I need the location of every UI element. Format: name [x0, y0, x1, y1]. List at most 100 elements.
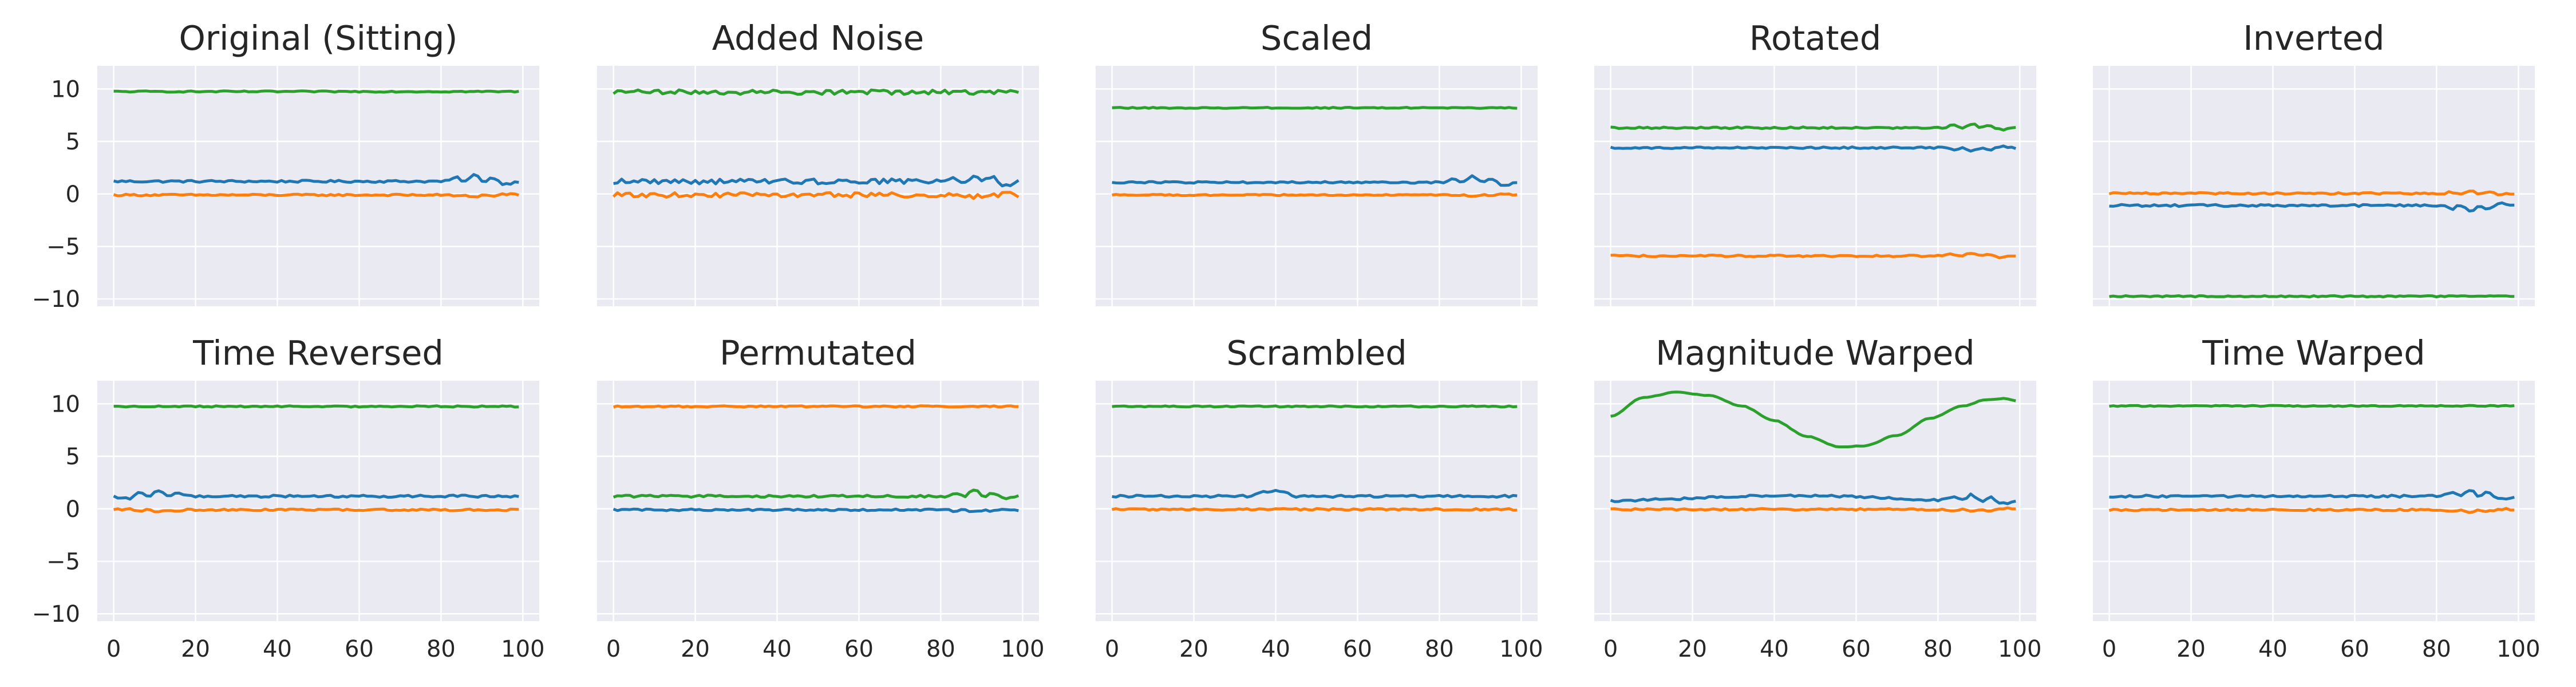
x-tick-label: 80 [926, 636, 955, 662]
series-line [612, 191, 1020, 200]
series-line [1610, 492, 2016, 506]
y-tick-label: 10 [51, 391, 80, 417]
x-tick-label: 100 [1001, 636, 1044, 662]
chart-panel: Inverted [2093, 18, 2535, 306]
plot-area [97, 381, 539, 621]
plot-area [97, 66, 539, 306]
series-line [613, 404, 1019, 409]
plot-area [2093, 381, 2535, 621]
series-line [1610, 390, 2016, 449]
x-tick-label: 60 [345, 636, 374, 662]
chart-title: Magnitude Warped [1656, 333, 1975, 373]
chart-title: Scaled [1261, 18, 1373, 58]
series-line [1112, 192, 1518, 198]
series-line [1112, 106, 1518, 110]
series-line [113, 507, 519, 514]
x-tick-label: 100 [1998, 636, 2041, 662]
x-tick-label: 100 [501, 636, 544, 662]
series-line [613, 88, 1019, 96]
series-line [1112, 489, 1518, 499]
series-line [113, 192, 520, 199]
chart-panel: Time Warped 0 20 40 60 80 100 [2093, 333, 2541, 662]
x-tick-label: 20 [681, 636, 710, 662]
y-tick-label: 0 [66, 496, 80, 523]
plot-area [1594, 381, 2036, 621]
series-line [1610, 144, 2017, 153]
series-line [613, 488, 1020, 500]
plot-area [597, 381, 1039, 621]
series-line [2109, 489, 2515, 501]
x-tick-label: 20 [181, 636, 210, 662]
x-tick-label: 60 [844, 636, 874, 662]
x-tick-label: 0 [106, 636, 121, 662]
chart-title: Scrambled [1226, 333, 1406, 373]
x-tick-label: 40 [1760, 636, 1789, 662]
chart-title: Time Reversed [192, 333, 444, 373]
series-line [2108, 189, 2515, 196]
plot-area [1096, 381, 1538, 621]
x-tick-label: 80 [1923, 636, 1953, 662]
series-line [2108, 507, 2515, 514]
y-tick-label: −10 [32, 286, 80, 313]
chart-panel: Time Reversed 10 5 0 −5 −10 0 20 40 60 80 100 [32, 333, 545, 662]
chart-panel: Magnitude Warped 0 20 40 60 80 100 [1594, 333, 2042, 662]
chart-panel: Rotated [1594, 18, 2036, 306]
x-tick-label: 20 [1678, 636, 1707, 662]
x-tick-label: 60 [1343, 636, 1372, 662]
chart-panel: Scrambled 0 20 40 60 80 100 [1096, 333, 1543, 662]
x-tick-label: 80 [2422, 636, 2451, 662]
series-line [113, 404, 519, 409]
y-tick-label: 10 [51, 76, 80, 102]
series-line [113, 89, 519, 94]
x-tick-label: 0 [1105, 636, 1119, 662]
x-tick-label: 40 [1261, 636, 1290, 662]
x-tick-label: 60 [2340, 636, 2369, 662]
series-line [1112, 507, 1518, 512]
series-line [2109, 404, 2515, 408]
y-tick-label: −5 [46, 234, 80, 260]
series-line [113, 489, 519, 501]
chart-panel: Original (Sitting) 10 5 0 −5 −10 [32, 18, 539, 313]
chart-panel: Added Noise [597, 18, 1039, 306]
chart-title: Original (Sitting) [179, 18, 457, 58]
plot-area [2093, 66, 2535, 306]
x-tick-label: 20 [2176, 636, 2206, 662]
x-tick-label: 80 [426, 636, 456, 662]
series-line [1610, 252, 2016, 259]
x-tick-label: 60 [1842, 636, 1871, 662]
x-tick-label: 40 [762, 636, 792, 662]
y-tick-label: 5 [66, 444, 80, 470]
x-tick-label: 100 [2496, 636, 2540, 662]
series-line [2109, 294, 2515, 299]
series-line [1610, 123, 2016, 132]
series-line [613, 175, 1020, 188]
x-tick-label: 40 [2258, 636, 2287, 662]
y-tick-label: 5 [66, 129, 80, 155]
chart-title: Permutated [720, 333, 916, 373]
chart-panel: Permutated 0 20 40 60 80 100 [597, 333, 1045, 662]
y-tick-label: −5 [46, 548, 80, 575]
y-tick-label: 0 [66, 181, 80, 208]
x-tick-label: 20 [1179, 636, 1208, 662]
chart-panel: Scaled [1096, 18, 1538, 306]
series-line [113, 173, 519, 186]
series-line [2109, 201, 2515, 213]
y-tick-label: −10 [32, 601, 80, 627]
series-line [1112, 404, 1518, 409]
x-tick-label: 40 [263, 636, 292, 662]
chart-title: Added Noise [712, 18, 924, 58]
plot-area [597, 66, 1039, 306]
x-tick-label: 100 [1499, 636, 1543, 662]
chart-title: Time Warped [2202, 333, 2425, 373]
chart-title: Rotated [1749, 18, 1882, 58]
plot-area [1594, 66, 2036, 306]
series-line [613, 507, 1019, 514]
series-line [1610, 506, 2016, 513]
plot-area [1096, 66, 1538, 306]
x-tick-label: 0 [1603, 636, 1618, 662]
chart-title: Inverted [2243, 18, 2384, 58]
x-tick-label: 0 [606, 636, 621, 662]
series-line [1112, 174, 1518, 187]
x-tick-label: 80 [1425, 636, 1454, 662]
